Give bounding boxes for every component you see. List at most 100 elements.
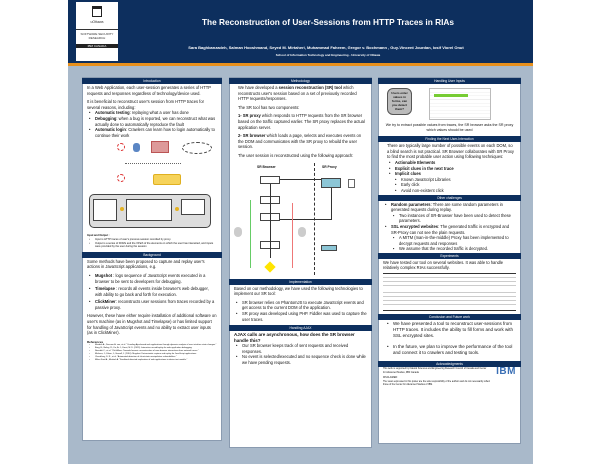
method-text: session reconstruction (SR) tool — [278, 85, 342, 90]
intro-text: It is beneficial to reconstruct user's s… — [87, 99, 204, 110]
section-heading: Experiments — [378, 252, 521, 259]
disclaimer-title: DISCLAIMER: — [383, 377, 398, 380]
inputs-text: We try to extract possible values from t… — [385, 123, 514, 132]
item-title: Automatic login — [95, 127, 126, 133]
list-item: Known JavaScript Libraries — [393, 177, 516, 183]
other-list: Random parameters: There are some random… — [383, 202, 516, 252]
section-heading: Methodology — [229, 78, 372, 84]
method-text: which reconstructs user's session based … — [238, 85, 357, 102]
method-text: The user session is reconstructed using … — [238, 152, 354, 158]
list-item: Implicit clues — [387, 171, 516, 177]
list-item: Milani Fard A., Mesbah A. "Feedback-dire… — [87, 359, 217, 362]
section-heading: Implementation — [229, 278, 372, 285]
ajax-list: Our SR browser keeps track of sent reque… — [234, 343, 367, 365]
next-text: There are typically large number of poss… — [387, 143, 514, 160]
list-item: Mickens, J., Elson, J., Howell, J. (2010… — [87, 353, 217, 356]
sr-browser-label: SR Browser — [257, 164, 276, 169]
ajax-question: AJAX calls are asynchronous, how does th… — [234, 332, 355, 343]
logo-text: uOttawa — [90, 20, 104, 24]
building-icon — [92, 6, 102, 17]
io-list: Input is HTTP traces of user's previous … — [87, 238, 217, 249]
accent-bar — [68, 63, 533, 66]
inputs-illustration: Users enter values in forms, can you det… — [379, 84, 520, 122]
list-item: Automatic login: Crawlers can learn how … — [87, 127, 217, 138]
component-text: which loads a page, selects and executes… — [238, 133, 362, 150]
item-title: Timelapse — [95, 286, 115, 292]
method-text: We have developed a — [238, 85, 279, 90]
list-item: Two instances of SR-Browser have been us… — [391, 213, 516, 224]
methodology-flowchart: SR Browser SR Proxy — [230, 162, 371, 275]
conclusion-list: We have presented a tool to reconstruct … — [385, 321, 516, 356]
item-title: Debugging — [95, 115, 117, 121]
item-text: : reconstructs user sessions from traces… — [95, 299, 215, 310]
affiliation: School of Information Technology and Eng… — [275, 53, 381, 57]
method-text: The SR tool has two components: — [238, 104, 300, 110]
item-text: : logs sequence of JavaScript events exe… — [95, 272, 206, 284]
list-item: No event is selected/executed and no seq… — [234, 354, 367, 365]
intro-text: In a Web Application, each user-session … — [87, 85, 211, 96]
list-item: Timelapse : records all events inside br… — [87, 286, 217, 297]
list-item: Actionable Elements — [387, 160, 516, 166]
list-item: In the future, we plan to improve the pe… — [385, 344, 516, 356]
list-item: SSL encrypted websites: The generated tr… — [383, 224, 516, 252]
results-table — [383, 273, 516, 312]
impl-text: Based on our methodology, we have used t… — [234, 285, 363, 297]
item-text: : There are some random parameters in ge… — [391, 201, 503, 213]
ibm-logo: IBM — [496, 366, 516, 378]
sr-proxy-label: SR Proxy — [322, 164, 337, 169]
uottawa-logo: uOttawa SOFTWARE SECURITY RESEARCH IBM C… — [76, 2, 118, 61]
component-title: 2- SR browser — [238, 133, 266, 139]
logo-sub: IBM CANADA — [76, 44, 118, 48]
background-text: Some methods have been proposed to captu… — [87, 258, 205, 270]
list-item: Choudhary, S. R., et al. "Automated dete… — [87, 356, 217, 359]
item-text: : replaying what a user has done — [129, 110, 189, 116]
ack-text: This work is supported by Natural Scienc… — [383, 368, 487, 374]
logo-sub: SOFTWARE SECURITY RESEARCH — [76, 29, 118, 40]
list-item: Output is a series of DOMs and the XPath… — [87, 242, 217, 249]
section-heading: Finding the Next User-Interaction — [378, 136, 521, 143]
list-item: Automatic testing: replaying what a user… — [87, 110, 217, 116]
references-title: References — [87, 339, 104, 344]
middle-column: Methodology We have developed a session … — [229, 77, 372, 448]
poster-header: uOttawa SOFTWARE SECURITY RESEARCH IBM C… — [68, 0, 533, 63]
exp-text: We have tested our tool on several websi… — [383, 259, 504, 271]
section-heading: Handling AJAX — [229, 325, 372, 332]
list-item: We have presented a tool to reconstruct … — [385, 321, 516, 340]
item-text: : records all events inside browser's we… — [95, 286, 209, 297]
item-text: : Crawlers can learn how to login automa… — [95, 127, 215, 138]
component-text: which responds to HTTP requests from the… — [238, 113, 365, 130]
item-title: Automatic testing — [95, 110, 130, 116]
list-item: We assume that the recorded traffic is d… — [391, 246, 516, 252]
section-heading: Handling User Inputs — [378, 78, 521, 84]
item-text: : when a bug is reported, we can reconst… — [95, 115, 216, 127]
authors: Sara Baghbanzadeh, Salman Hooshmand, Sey… — [188, 45, 464, 50]
background-list: Mugshot : logs sequence of JavaScript ev… — [87, 273, 217, 311]
item-text: : The generated traffic is encrypted and… — [391, 223, 510, 235]
next-list: Actionable ElementsExplicit clues in the… — [387, 160, 516, 194]
list-item: SR browser relies on PhantomJS to execut… — [234, 300, 367, 311]
item-title: SSL encrypted websites — [391, 223, 439, 229]
list-item: Mugshot : logs sequence of JavaScript ev… — [87, 273, 217, 284]
list-item: Explicit clues in the next trace — [387, 166, 516, 172]
section-heading: Conclusion and Future work — [378, 314, 521, 321]
list-item: A MITM (man-in-the-middle) Proxy has bee… — [391, 235, 516, 246]
section-heading: Introduction — [82, 78, 222, 84]
form-screenshot — [429, 88, 491, 120]
list-item: Input is HTTP traces of user's previous … — [87, 238, 217, 242]
impl-list: SR browser relies on PhantomJS to execut… — [234, 300, 367, 322]
io-title: Input and Output : — [87, 234, 110, 238]
section-heading: Background — [82, 251, 222, 258]
references-list: Mesbah A., Deursen A. van, et al. "Crawl… — [87, 344, 217, 362]
poster: uOttawa SOFTWARE SECURITY RESEARCH IBM C… — [68, 0, 533, 464]
list-item: Neasbitt C., et al. "ClickMiner: Towards… — [87, 350, 217, 353]
list-item: Burg, B., Bailey, R., Ko, A. J., Ernst, … — [87, 347, 217, 350]
page-title: The Reconstruction of User-Sessions from… — [201, 17, 455, 27]
list-item: Early click — [393, 182, 516, 188]
right-column: Handling User Inputs Users enter values … — [378, 77, 521, 444]
background-text: However, these have either require insta… — [87, 313, 217, 336]
list-item: Debugging: when a bug is reported, we ca… — [87, 116, 217, 127]
disclaimer-text: The views expressed in this poster are t… — [383, 380, 490, 387]
item-title: ClickMiner — [95, 299, 116, 305]
intro-diagram — [87, 141, 217, 231]
speech-bubble: Users enter values in forms, can you det… — [387, 88, 412, 115]
